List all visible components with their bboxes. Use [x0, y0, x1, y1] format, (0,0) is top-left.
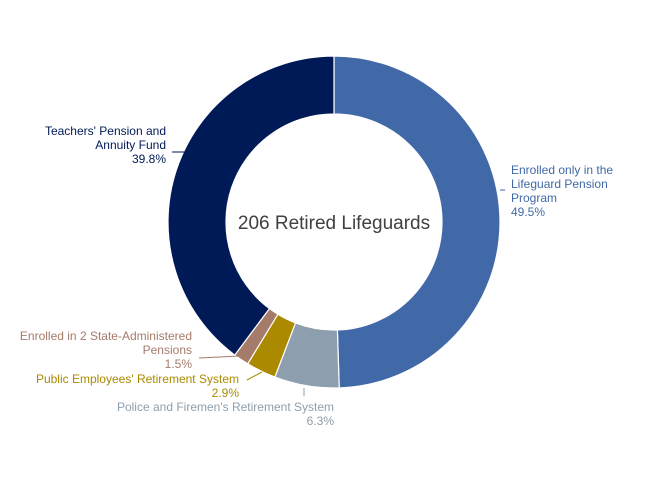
slice-name-line: Pensions: [143, 343, 192, 357]
leader-lines: [172, 151, 505, 396]
slice-teachers-pension-and-annuity-fund: [167, 55, 335, 356]
slice-value-label: 2.9%: [212, 386, 240, 400]
slice-label-enrolled-in-2-state-administered-pensions: Enrolled in 2 State-Administered Pensions…: [20, 329, 192, 371]
slice-enrolled-only-in-the-lifeguard-pension-program: [333, 55, 501, 389]
slice-name-line: Program: [511, 191, 557, 205]
slice-label-public-employees-retirement-system: Public Employees' Retirement System 2.9%: [36, 372, 239, 400]
slice-name-line: Teachers' Pension and: [45, 124, 166, 138]
center-label: 206 Retired Lifeguards: [238, 213, 430, 234]
slice-name-line: Annuity Fund: [95, 138, 166, 152]
slice-value-label: 49.5%: [511, 205, 545, 219]
slice-name-line: Enrolled in 2 State-Administered: [20, 329, 192, 343]
slice-labels: Enrolled only in the Lifeguard Pension Pro…: [20, 124, 613, 428]
slice-name-line: Police and Firemen's Retirement System: [117, 400, 334, 414]
slice-label-teachers-pension-and-annuity-fund: Teachers' Pension and Annuity Fund 39.8%: [45, 124, 166, 166]
donut-slices: [167, 55, 501, 389]
leader-line-public-employees-retirement-system: [246, 371, 263, 381]
slice-value-label: 6.3%: [307, 414, 335, 428]
slice-name-line: Enrolled only in the: [511, 163, 613, 177]
leader-line-enrolled-in-2-state-administered-pensions: [198, 355, 241, 359]
slice-label-enrolled-only-in-the-lifeguard-pension-program: Enrolled only in the Lifeguard Pension Pro…: [511, 163, 613, 219]
slice-label-police-and-firemen-s-retirement-system: Police and Firemen's Retirement System 6.…: [117, 400, 334, 428]
slice-name-line: Public Employees' Retirement System: [36, 372, 239, 386]
slice-name-line: Lifeguard Pension: [511, 177, 608, 191]
slice-value-label: 1.5%: [165, 357, 193, 371]
slice-value-label: 39.8%: [132, 152, 166, 166]
